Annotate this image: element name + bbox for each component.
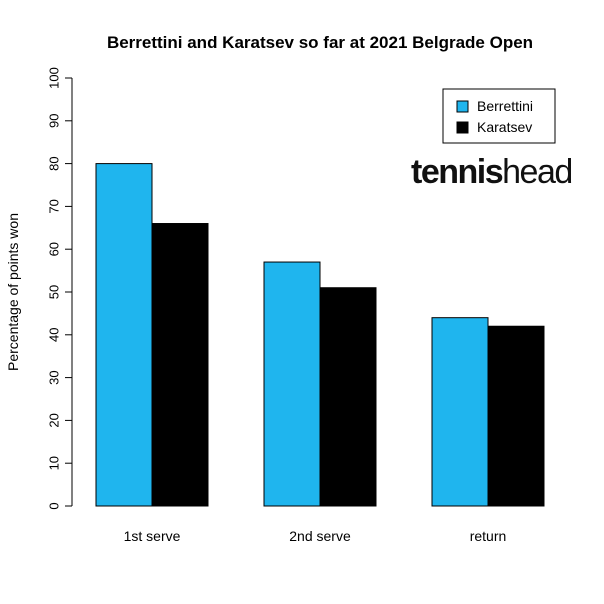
y-tick-label: 70 [46, 199, 61, 213]
y-tick-label: 0 [46, 502, 61, 509]
bar-karatsev-1 [319, 287, 377, 507]
legend-box [442, 88, 556, 144]
bar-karatsev-2 [487, 325, 545, 507]
y-tick-label: 40 [46, 328, 61, 342]
category-labels: 1st serve 2nd serve return [124, 528, 507, 544]
legend-label-berrettini: Berrettini [477, 98, 533, 114]
legend-swatch-karatsev [456, 121, 469, 134]
y-tick-label: 30 [46, 370, 61, 384]
svg-text:tennishead: tennishead [411, 153, 572, 191]
legend: Berrettini Karatsev [442, 88, 556, 144]
bar-berrettini-0 [95, 163, 153, 507]
logo-tennis-text: tennis [411, 153, 503, 191]
y-axis: 0 10 20 30 40 50 60 70 80 90 100 [46, 67, 73, 510]
bars-group [95, 163, 545, 507]
y-tick-label: 100 [46, 67, 61, 89]
bar-berrettini-1 [263, 261, 321, 507]
legend-swatch-berrettini [456, 100, 469, 113]
category-label: 2nd serve [289, 528, 351, 544]
y-tick-label: 80 [46, 156, 61, 170]
category-label: return [470, 528, 507, 544]
y-tick-label: 60 [46, 242, 61, 256]
chart-title: Berrettini and Karatsev so far at 2021 B… [107, 33, 533, 52]
y-tick-label: 10 [46, 456, 61, 470]
category-label: 1st serve [124, 528, 181, 544]
tennishead-logo: tennishead [411, 153, 573, 191]
bar-berrettini-2 [431, 317, 489, 507]
logo-head-text: head [502, 153, 572, 191]
y-axis-label: Percentage of points won [5, 213, 21, 371]
legend-label-karatsev: Karatsev [477, 119, 532, 135]
bar-karatsev-0 [151, 223, 209, 507]
y-tick-label: 50 [46, 285, 61, 299]
y-tick-label: 90 [46, 114, 61, 128]
y-tick-label: 20 [46, 413, 61, 427]
